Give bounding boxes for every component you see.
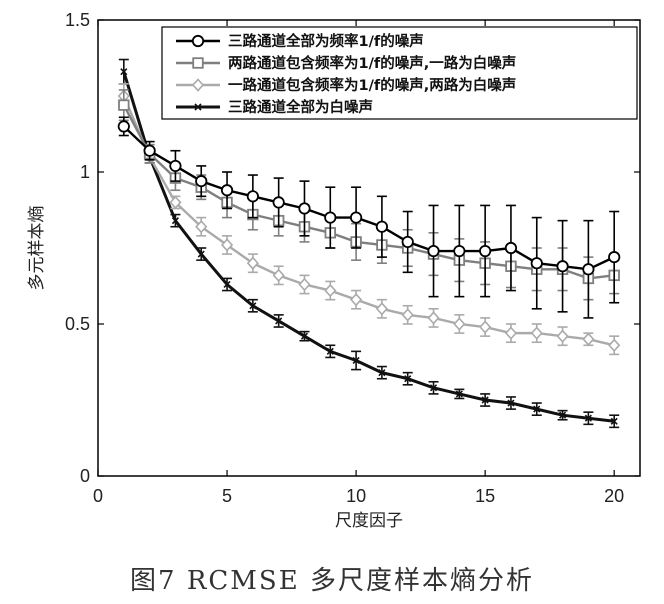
y-tick-label: 0.5 (65, 314, 90, 334)
series-1 (117, 116, 621, 319)
x-axis-label: 尺度因子 (335, 511, 403, 531)
data-point (582, 263, 595, 276)
data-point (246, 190, 259, 203)
data-point (429, 384, 438, 392)
data-point (481, 396, 489, 404)
x-tick-label: 5 (222, 486, 232, 506)
data-point (504, 241, 518, 255)
data-point (453, 317, 466, 331)
x-tick-label: 15 (475, 486, 495, 506)
y-axis-label: 多元样本熵 (27, 206, 47, 291)
data-point (608, 251, 621, 264)
legend-entry-1: 三路通道全部为频率1/f的噪声 (176, 32, 424, 50)
data-point (220, 238, 234, 252)
data-point (195, 220, 208, 234)
legend-marker (191, 34, 205, 48)
axes: 0 5 10 15 20 0 0.5 1 1.5 尺度因子 多元样本熵 (27, 10, 641, 531)
data-point (608, 338, 621, 352)
data-point (427, 244, 440, 258)
data-point (350, 292, 363, 307)
data-point (326, 347, 334, 355)
data-point (479, 320, 492, 334)
data-point (610, 417, 618, 425)
legend-entry-3: 一路通道包含频率为1/f的噪声,两路为白噪声 (176, 76, 516, 94)
data-point (349, 211, 363, 224)
y-tick-label: 1.5 (65, 10, 90, 30)
legend-box (161, 26, 638, 120)
data-point (530, 257, 543, 270)
legend-label: 三路通道全部为频率1/f的噪声 (228, 32, 424, 50)
data-point (352, 356, 360, 365)
data-point (378, 369, 386, 377)
data-point (197, 250, 205, 258)
data-point (272, 196, 285, 209)
data-point (171, 217, 179, 225)
data-point (275, 317, 283, 325)
plot-area (117, 58, 621, 429)
legend-label: 两路通道包含频率为1/f的噪声,一路为白噪声 (228, 54, 516, 72)
entropy-chart: 0 5 10 15 20 0 0.5 1 1.5 尺度因子 多元样本熵 三路通道全部为频率1/f的噪… (27, 10, 641, 531)
y-tick-label: 0 (80, 466, 90, 486)
data-point (117, 120, 130, 133)
legend-entry-2: 两路通道包含频率为1/f的噪声,一路为白噪声 (176, 54, 516, 72)
data-point (272, 268, 285, 283)
data-point (324, 283, 337, 298)
data-point (298, 277, 311, 292)
data-point (169, 159, 182, 173)
data-point (404, 375, 412, 383)
legend-label: 三路通道全部为白噪声 (228, 98, 373, 116)
data-point (324, 211, 337, 224)
data-point (220, 184, 234, 197)
legend-entry-4: 三路通道全部为白噪声 (176, 98, 373, 116)
x-tick-label: 10 (346, 486, 366, 506)
data-point (582, 332, 595, 346)
series-line (122, 95, 615, 347)
x-tick-label: 0 (93, 486, 103, 506)
data-point (195, 175, 208, 188)
legend-label: 一路通道包含频率为1/f的噪声,两路为白噪声 (228, 76, 516, 94)
data-point (246, 256, 259, 270)
data-point (169, 195, 182, 210)
legend-marker (191, 78, 205, 92)
data-point (249, 302, 257, 310)
data-point (118, 99, 130, 111)
legend-marker (192, 57, 204, 69)
data-point (401, 308, 414, 322)
series-3 (117, 83, 621, 356)
data-point (427, 311, 440, 325)
data-point (298, 202, 311, 215)
data-point (143, 144, 156, 157)
data-point (556, 329, 569, 343)
data-point (300, 332, 309, 340)
axes-frame (97, 19, 641, 477)
data-point (479, 244, 492, 258)
series-line (122, 71, 615, 423)
y-tick-label: 1 (80, 162, 90, 182)
data-point (556, 260, 569, 273)
x-tick-label: 20 (604, 486, 624, 506)
data-point (375, 220, 389, 233)
data-point (120, 68, 128, 76)
data-point (507, 399, 515, 407)
data-point (504, 326, 518, 340)
data-point (533, 405, 541, 413)
data-point (375, 302, 388, 316)
legend-marker (194, 103, 202, 111)
data-point (401, 235, 414, 249)
data-point (530, 326, 543, 340)
data-point (453, 244, 466, 258)
figure-caption: 图7 RCMSE 多尺度样本熵分析 (130, 566, 534, 596)
legend: 三路通道全部为频率1/f的噪声两路通道包含频率为1/f的噪声,一路为白噪声一路通… (161, 26, 638, 120)
data-point (584, 414, 592, 422)
series-2 (118, 89, 620, 301)
data-point (223, 280, 231, 289)
data-point (455, 390, 463, 398)
series-4 (118, 58, 620, 429)
data-point (559, 411, 567, 419)
